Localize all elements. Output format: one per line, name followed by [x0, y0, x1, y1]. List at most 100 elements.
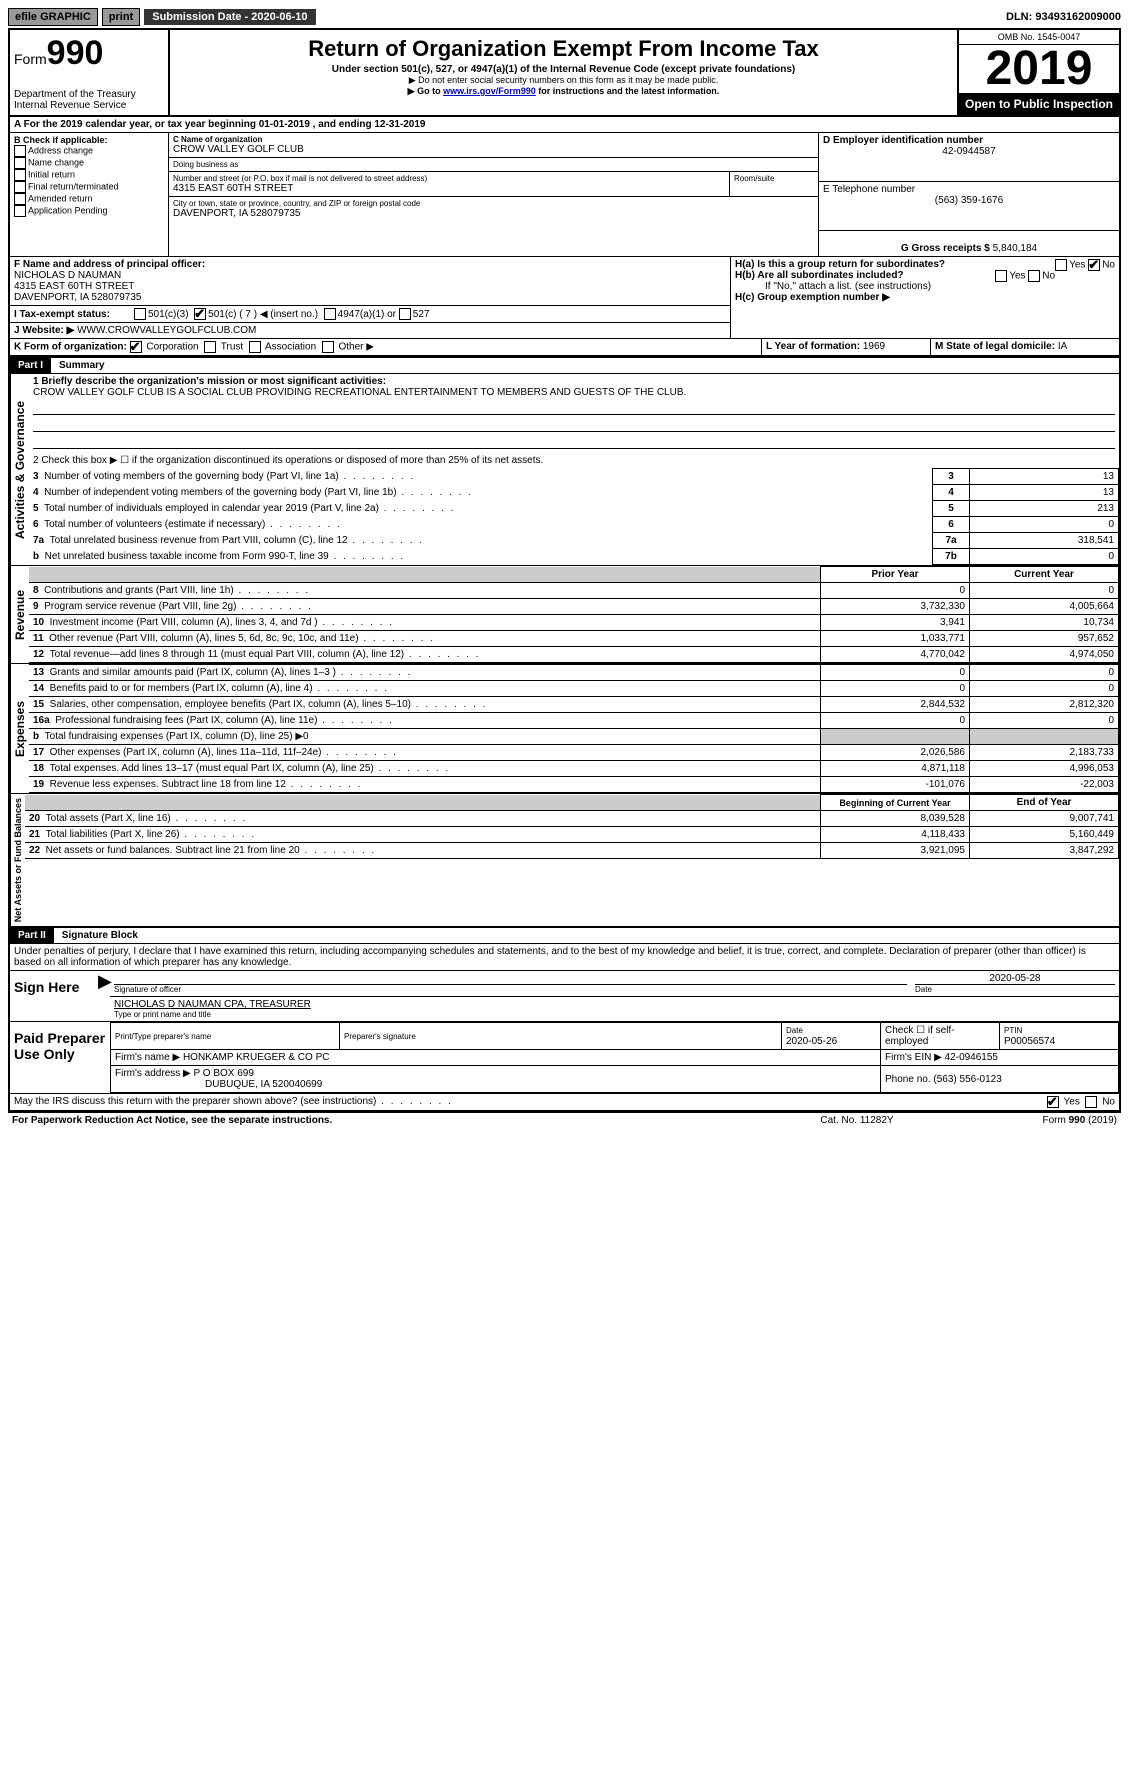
revenue-block: Revenue Prior Year Current Year 8 Contri…	[10, 565, 1119, 663]
officer-addr2: DAVENPORT, IA 528079735	[14, 292, 726, 303]
table-row: 20 Total assets (Part X, line 16)8,039,5…	[25, 811, 1119, 827]
vlabel-rev: Revenue	[10, 566, 29, 663]
mission-text: CROW VALLEY GOLF CLUB IS A SOCIAL CLUB P…	[33, 387, 1115, 398]
form-subtitle: Under section 501(c), 527, or 4947(a)(1)…	[174, 64, 953, 75]
form-container: Form990 Department of the Treasury Inter…	[8, 28, 1121, 1113]
vlabel-ag: Activities & Governance	[10, 374, 29, 565]
paid-preparer-block: Paid Preparer Use Only Print/Type prepar…	[10, 1022, 1119, 1094]
hc-label: H(c) Group exemption number ▶	[735, 292, 1115, 303]
efile-button[interactable]: efile GRAPHIC	[8, 8, 98, 26]
open-public-badge: Open to Public Inspection	[959, 93, 1119, 115]
trust-checkbox[interactable]	[204, 341, 216, 353]
col-prior: Prior Year	[821, 567, 970, 583]
hb-no: No	[1042, 271, 1055, 282]
part1-header-row: Part I Summary	[10, 356, 1119, 374]
part1-badge: Part I	[10, 358, 51, 373]
ha-yes: Yes	[1069, 260, 1085, 271]
revenue-table: Prior Year Current Year 8 Contributions …	[29, 566, 1119, 663]
ha-row: H(a) Is this a group return for subordin…	[735, 259, 1115, 270]
officer-group-block: F Name and address of principal officer:…	[10, 257, 1119, 339]
ein-value: 42-0944587	[823, 146, 1115, 157]
hb-yes: Yes	[1009, 271, 1025, 282]
part2-badge: Part II	[10, 928, 54, 943]
amended-checkbox[interactable]	[14, 193, 26, 205]
s527-label: 527	[413, 309, 430, 320]
ha-yes-checkbox[interactable]	[1055, 259, 1067, 271]
name-change-label: Name change	[28, 157, 84, 167]
assoc-checkbox[interactable]	[249, 341, 261, 353]
tax-year: 2019	[959, 45, 1119, 93]
c3-label: 501(c)(3)	[148, 309, 189, 320]
assoc-label: Association	[265, 342, 316, 353]
summary-simple-table: 3 Number of voting members of the govern…	[29, 468, 1119, 565]
c-checkbox[interactable]	[194, 308, 206, 320]
other-checkbox[interactable]	[322, 341, 334, 353]
dept-label: Department of the Treasury	[14, 89, 164, 100]
part2-header-row: Part II Signature Block	[10, 926, 1119, 944]
hb-yes-checkbox[interactable]	[995, 270, 1007, 282]
period-begin: 01-01-2019	[259, 119, 310, 130]
table-row: 17 Other expenses (Part IX, column (A), …	[29, 745, 1119, 761]
print-button[interactable]: print	[102, 8, 140, 26]
other-label: Other ▶	[338, 342, 373, 353]
city-value: DAVENPORT, IA 528079735	[173, 208, 814, 219]
part1-body: Activities & Governance 1 Briefly descri…	[10, 374, 1119, 565]
form-title: Return of Organization Exempt From Incom…	[174, 36, 953, 62]
discuss-row: May the IRS discuss this return with the…	[10, 1094, 1119, 1111]
note-post: for instructions and the latest informat…	[536, 86, 720, 96]
netassets-block: Net Assets or Fund Balances Beginning of…	[10, 793, 1119, 926]
discuss-yes-checkbox[interactable]	[1047, 1096, 1059, 1108]
discuss-no: No	[1102, 1097, 1115, 1108]
table-row: 22 Net assets or fund balances. Subtract…	[25, 843, 1119, 859]
org-name: CROW VALLEY GOLF CLUB	[173, 144, 814, 155]
table-row: 12 Total revenue—add lines 8 through 11 …	[29, 647, 1119, 663]
table-row: 11 Other revenue (Part VIII, column (A),…	[29, 631, 1119, 647]
firm-name: HONKAMP KRUEGER & CO PC	[183, 1052, 330, 1063]
hb-row: H(b) Are all subordinates included? Yes …	[735, 270, 1115, 281]
firm-name-label: Firm's name ▶	[115, 1052, 180, 1063]
pending-checkbox[interactable]	[14, 205, 26, 217]
form-number-big: 990	[47, 34, 104, 72]
ha-label: H(a) Is this a group return for subordin…	[735, 259, 945, 270]
initial-checkbox[interactable]	[14, 169, 26, 181]
ein-label: D Employer identification number	[823, 135, 1115, 146]
room-label: Room/suite	[734, 174, 814, 183]
final-checkbox[interactable]	[14, 181, 26, 193]
mission-blank-line	[33, 434, 1115, 449]
table-row: 6 Total number of volunteers (estimate i…	[29, 517, 1119, 533]
hb-no-checkbox[interactable]	[1028, 270, 1040, 282]
col-boy: Beginning of Current Year	[821, 795, 970, 811]
mission-blank-line	[33, 417, 1115, 432]
table-row: 9 Program service revenue (Part VIII, li…	[29, 599, 1119, 615]
period-end: 12-31-2019	[374, 119, 425, 130]
irs-link[interactable]: www.irs.gov/Form990	[443, 86, 536, 96]
box-c: C Name of organization CROW VALLEY GOLF …	[169, 133, 819, 256]
irs-label: Internal Revenue Service	[14, 100, 164, 111]
mission-label: 1 Briefly describe the organization's mi…	[33, 376, 1115, 387]
corp-checkbox[interactable]	[130, 341, 142, 353]
a1-checkbox[interactable]	[324, 308, 336, 320]
pending-label: Application Pending	[28, 205, 108, 215]
ha-no-checkbox[interactable]	[1088, 259, 1100, 271]
form-foot: Form 990 (2019)	[957, 1115, 1117, 1126]
c3-checkbox[interactable]	[134, 308, 146, 320]
year-form-value: 1969	[863, 341, 885, 352]
note-link-row: ▶ Go to www.irs.gov/Form990 for instruct…	[174, 86, 953, 97]
name-change-checkbox[interactable]	[14, 157, 26, 169]
table-row: 14 Benefits paid to or for members (Part…	[29, 681, 1119, 697]
form-prefix: Form	[14, 51, 47, 67]
firm-ein-label: Firm's EIN ▶	[885, 1052, 942, 1063]
discuss-no-checkbox[interactable]	[1085, 1096, 1097, 1108]
dln-label: DLN: 93493162009000	[1006, 11, 1121, 23]
final-label: Final return/terminated	[28, 181, 119, 191]
addr-change-checkbox[interactable]	[14, 145, 26, 157]
vlabel-exp: Expenses	[10, 664, 29, 793]
line2-text: 2 Check this box ▶ ☐ if the organization…	[29, 453, 1119, 468]
table-row: 7a Total unrelated business revenue from…	[29, 533, 1119, 549]
s527-checkbox[interactable]	[399, 308, 411, 320]
initial-label: Initial return	[28, 169, 75, 179]
top-bar: efile GRAPHIC print Submission Date - 20…	[8, 8, 1121, 26]
cat-no: Cat. No. 11282Y	[757, 1115, 957, 1126]
table-row: 19 Revenue less expenses. Subtract line …	[29, 777, 1119, 793]
sign-here-label: Sign Here	[10, 971, 98, 1021]
